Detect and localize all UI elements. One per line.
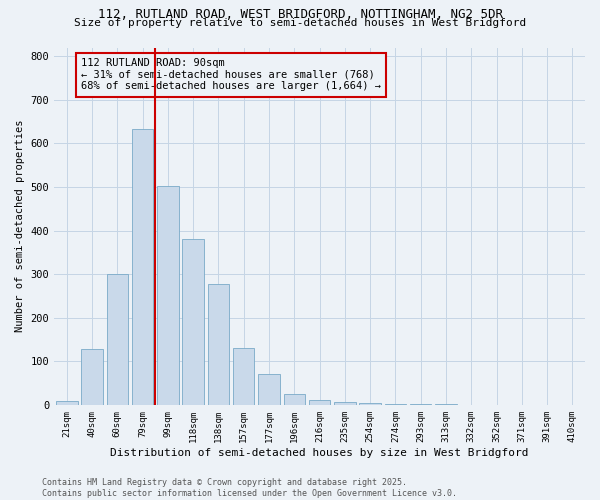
Bar xyxy=(233,348,254,405)
Bar xyxy=(208,284,229,405)
Bar xyxy=(107,274,128,405)
Text: 112 RUTLAND ROAD: 90sqm
← 31% of semi-detached houses are smaller (768)
68% of s: 112 RUTLAND ROAD: 90sqm ← 31% of semi-de… xyxy=(81,58,381,92)
Bar xyxy=(284,394,305,405)
Bar xyxy=(309,400,331,405)
Bar xyxy=(182,239,204,405)
Bar xyxy=(82,349,103,405)
Bar xyxy=(410,404,431,405)
Bar xyxy=(334,402,356,405)
Bar xyxy=(385,404,406,405)
Bar xyxy=(157,186,179,405)
Text: 112, RUTLAND ROAD, WEST BRIDGFORD, NOTTINGHAM, NG2 5DR: 112, RUTLAND ROAD, WEST BRIDGFORD, NOTTI… xyxy=(97,8,503,20)
Bar xyxy=(132,128,154,405)
Text: Contains HM Land Registry data © Crown copyright and database right 2025.
Contai: Contains HM Land Registry data © Crown c… xyxy=(42,478,457,498)
Bar xyxy=(359,402,381,405)
Bar xyxy=(258,374,280,405)
X-axis label: Distribution of semi-detached houses by size in West Bridgford: Distribution of semi-detached houses by … xyxy=(110,448,529,458)
Bar xyxy=(56,402,77,405)
Text: Size of property relative to semi-detached houses in West Bridgford: Size of property relative to semi-detach… xyxy=(74,18,526,28)
Y-axis label: Number of semi-detached properties: Number of semi-detached properties xyxy=(15,120,25,332)
